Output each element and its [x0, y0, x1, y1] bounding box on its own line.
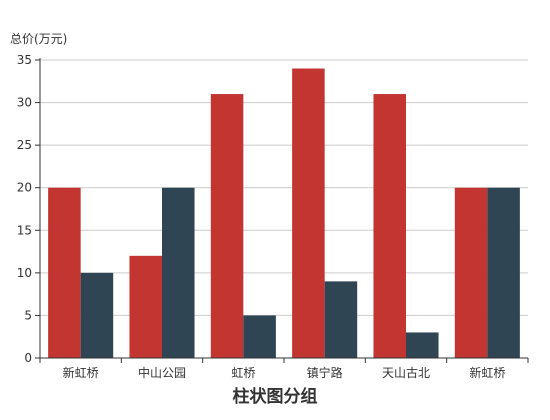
y-tick-label: 20	[17, 181, 32, 195]
x-tick-label: 中山公园	[138, 365, 186, 380]
y-tick-label: 30	[17, 96, 32, 110]
bar-series-1	[373, 94, 406, 359]
y-tick-label: 35	[17, 53, 32, 67]
x-tick-labels: 新虹桥 中山公园 虹桥 镇宁路 天山古北 新虹桥	[39, 358, 529, 380]
bar-series-1	[129, 255, 162, 358]
bar-series-2	[80, 272, 114, 358]
bar-series-2	[406, 332, 439, 358]
chart-title: 柱状图分组	[233, 386, 318, 407]
bar-series-1	[48, 187, 81, 358]
gridlines	[35, 59, 528, 359]
bar-series-2	[162, 187, 195, 358]
y-tick-label: 10	[17, 266, 32, 280]
x-tick-label: 新虹桥	[469, 365, 505, 380]
bars	[48, 68, 520, 359]
bar-series-2	[243, 315, 276, 358]
y-tick-labels: 0 5 10 15 20 25 30 35	[17, 53, 32, 365]
bar-series-1	[454, 187, 488, 358]
bar-series-2	[487, 187, 520, 358]
x-tick-label: 新虹桥	[63, 365, 99, 380]
y-tick-label: 0	[24, 351, 32, 365]
x-tick-label: 虹桥	[231, 366, 255, 380]
bar-series-2	[324, 281, 358, 358]
x-tick-label: 天山古北	[382, 365, 430, 380]
y-tick-label: 5	[24, 308, 32, 322]
y-axis-label: 总价(万元)	[10, 32, 67, 46]
bar-series-1	[292, 68, 325, 358]
bar-series-1	[210, 94, 244, 359]
x-tick-label: 镇宁路	[307, 365, 343, 380]
y-tick-label: 25	[17, 138, 32, 152]
y-tick-label: 15	[17, 223, 32, 237]
